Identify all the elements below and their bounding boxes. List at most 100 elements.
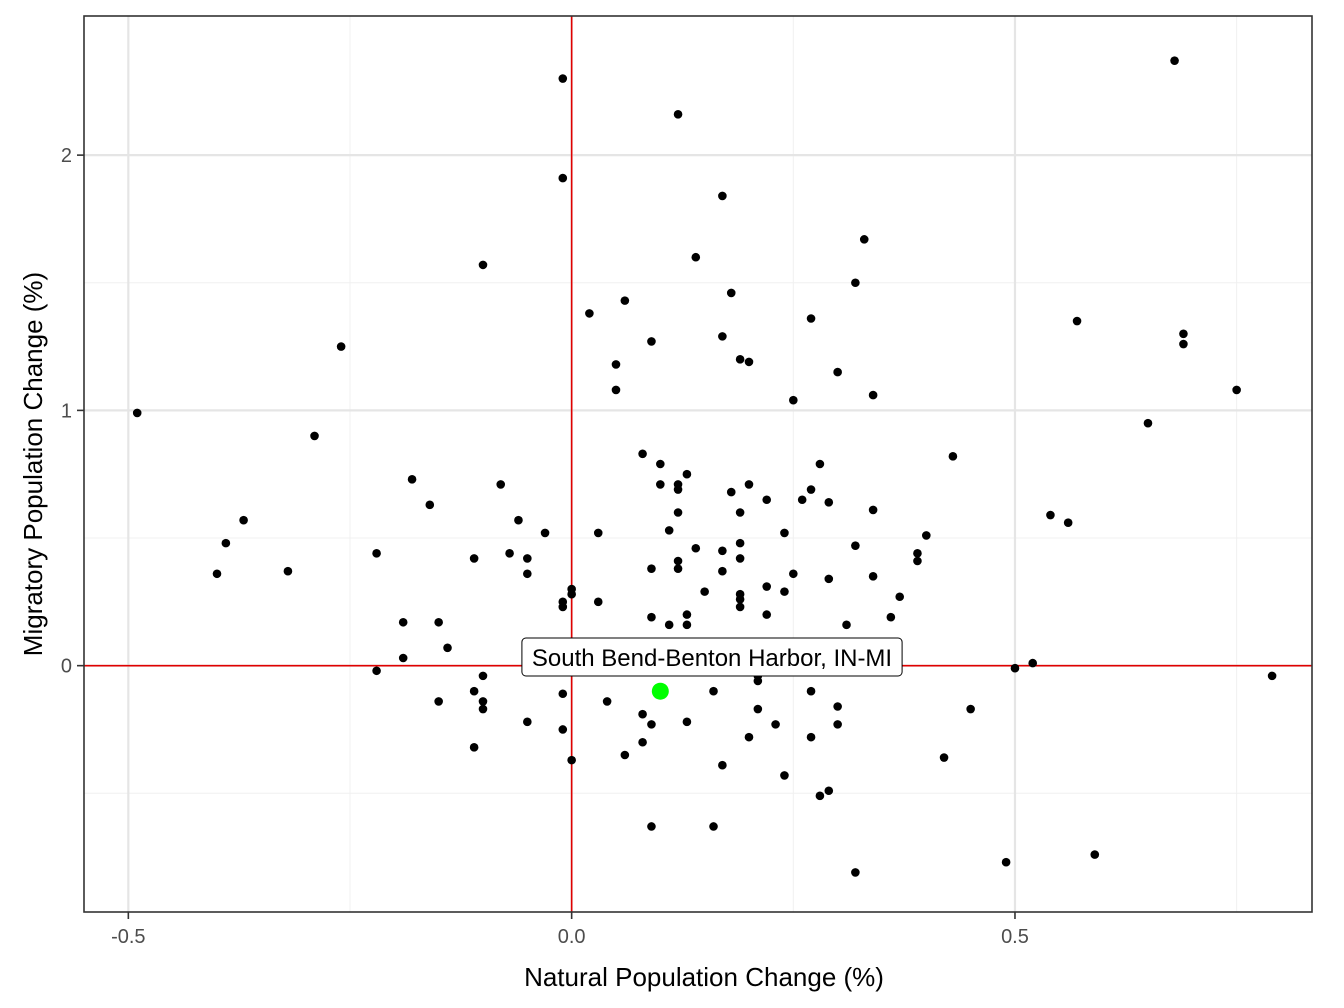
data-point — [585, 309, 594, 318]
data-point — [735, 602, 745, 612]
data-point — [239, 515, 248, 525]
data-point — [806, 485, 816, 494]
data-point — [673, 109, 683, 119]
data-point — [762, 582, 772, 591]
y-tick-label: 2 — [61, 145, 72, 167]
data-point — [514, 515, 523, 525]
data-point — [638, 737, 647, 747]
data-point — [310, 431, 319, 441]
highlight-label-box — [521, 637, 903, 677]
data-point — [673, 564, 683, 573]
data-point — [771, 720, 780, 729]
data-point — [815, 459, 825, 469]
data-point — [691, 543, 701, 553]
data-point — [780, 771, 789, 780]
data-point — [744, 357, 754, 367]
data-point — [1179, 339, 1188, 349]
data-point — [1090, 850, 1100, 859]
data-point — [726, 487, 736, 497]
data-point — [735, 594, 745, 604]
data-point — [842, 620, 851, 630]
data-point — [647, 612, 656, 622]
y-tick-label: 1 — [61, 400, 72, 422]
data-point — [407, 475, 417, 484]
data-point — [682, 620, 692, 630]
data-point — [718, 332, 727, 341]
data-point — [762, 610, 772, 619]
plot-panel-background — [84, 16, 1312, 912]
data-point — [593, 528, 603, 538]
data-point — [398, 653, 408, 663]
data-point — [434, 617, 443, 627]
data-point — [824, 786, 834, 796]
data-point — [620, 750, 630, 760]
x-tick-label: 0.0 — [558, 926, 586, 948]
data-point — [718, 191, 727, 201]
data-point — [558, 173, 568, 183]
x-tick-label: -0.5 — [111, 926, 145, 948]
data-point — [523, 569, 532, 579]
data-point — [735, 355, 745, 364]
data-point — [895, 592, 905, 602]
data-point — [611, 385, 621, 395]
data-point — [824, 574, 834, 584]
highlight-group: South Bend-Benton Harbor, IN-MI — [521, 637, 903, 700]
data-point — [735, 554, 745, 563]
data-point — [744, 480, 754, 489]
data-point — [886, 612, 896, 622]
data-point — [868, 572, 878, 581]
y-axis-title: Migratory Population Change (%) — [18, 272, 48, 656]
y-tick-label: 0 — [61, 656, 72, 678]
data-point — [478, 260, 488, 270]
data-point — [691, 252, 701, 262]
data-point — [611, 360, 621, 369]
data-point — [673, 485, 683, 494]
data-point — [478, 697, 488, 706]
data-point — [851, 278, 860, 288]
data-point — [523, 717, 532, 727]
data-point — [868, 505, 878, 515]
data-point — [833, 720, 842, 729]
data-point — [1232, 385, 1241, 395]
data-point — [478, 704, 488, 714]
data-point — [372, 666, 381, 676]
data-point — [735, 538, 745, 548]
data-point — [700, 587, 709, 596]
data-point — [425, 500, 435, 510]
data-point — [948, 452, 958, 461]
data-point — [567, 755, 576, 765]
data-point — [664, 620, 674, 630]
data-point — [1179, 329, 1188, 339]
data-point — [824, 497, 834, 507]
data-point — [718, 546, 727, 556]
data-point — [434, 697, 443, 706]
data-point — [815, 791, 825, 801]
data-point — [1001, 857, 1011, 867]
data-point — [673, 556, 683, 566]
data-point — [638, 449, 647, 459]
data-point — [469, 686, 479, 696]
data-point — [780, 528, 789, 538]
data-points — [132, 56, 1277, 877]
data-point — [789, 395, 798, 405]
data-point — [780, 587, 789, 596]
data-point — [469, 554, 479, 563]
data-point — [851, 541, 860, 550]
data-point — [735, 508, 745, 517]
data-point — [505, 549, 514, 558]
data-point — [469, 743, 479, 752]
data-point — [718, 566, 727, 576]
data-point — [558, 74, 568, 83]
data-point — [922, 531, 931, 540]
data-point — [558, 725, 568, 734]
data-point — [859, 235, 869, 244]
data-point — [647, 337, 656, 346]
data-point — [851, 868, 860, 877]
data-point — [638, 709, 647, 719]
data-point — [496, 480, 506, 489]
data-point — [718, 760, 727, 770]
data-point — [540, 528, 550, 538]
data-point — [753, 704, 763, 714]
data-point — [833, 367, 842, 377]
